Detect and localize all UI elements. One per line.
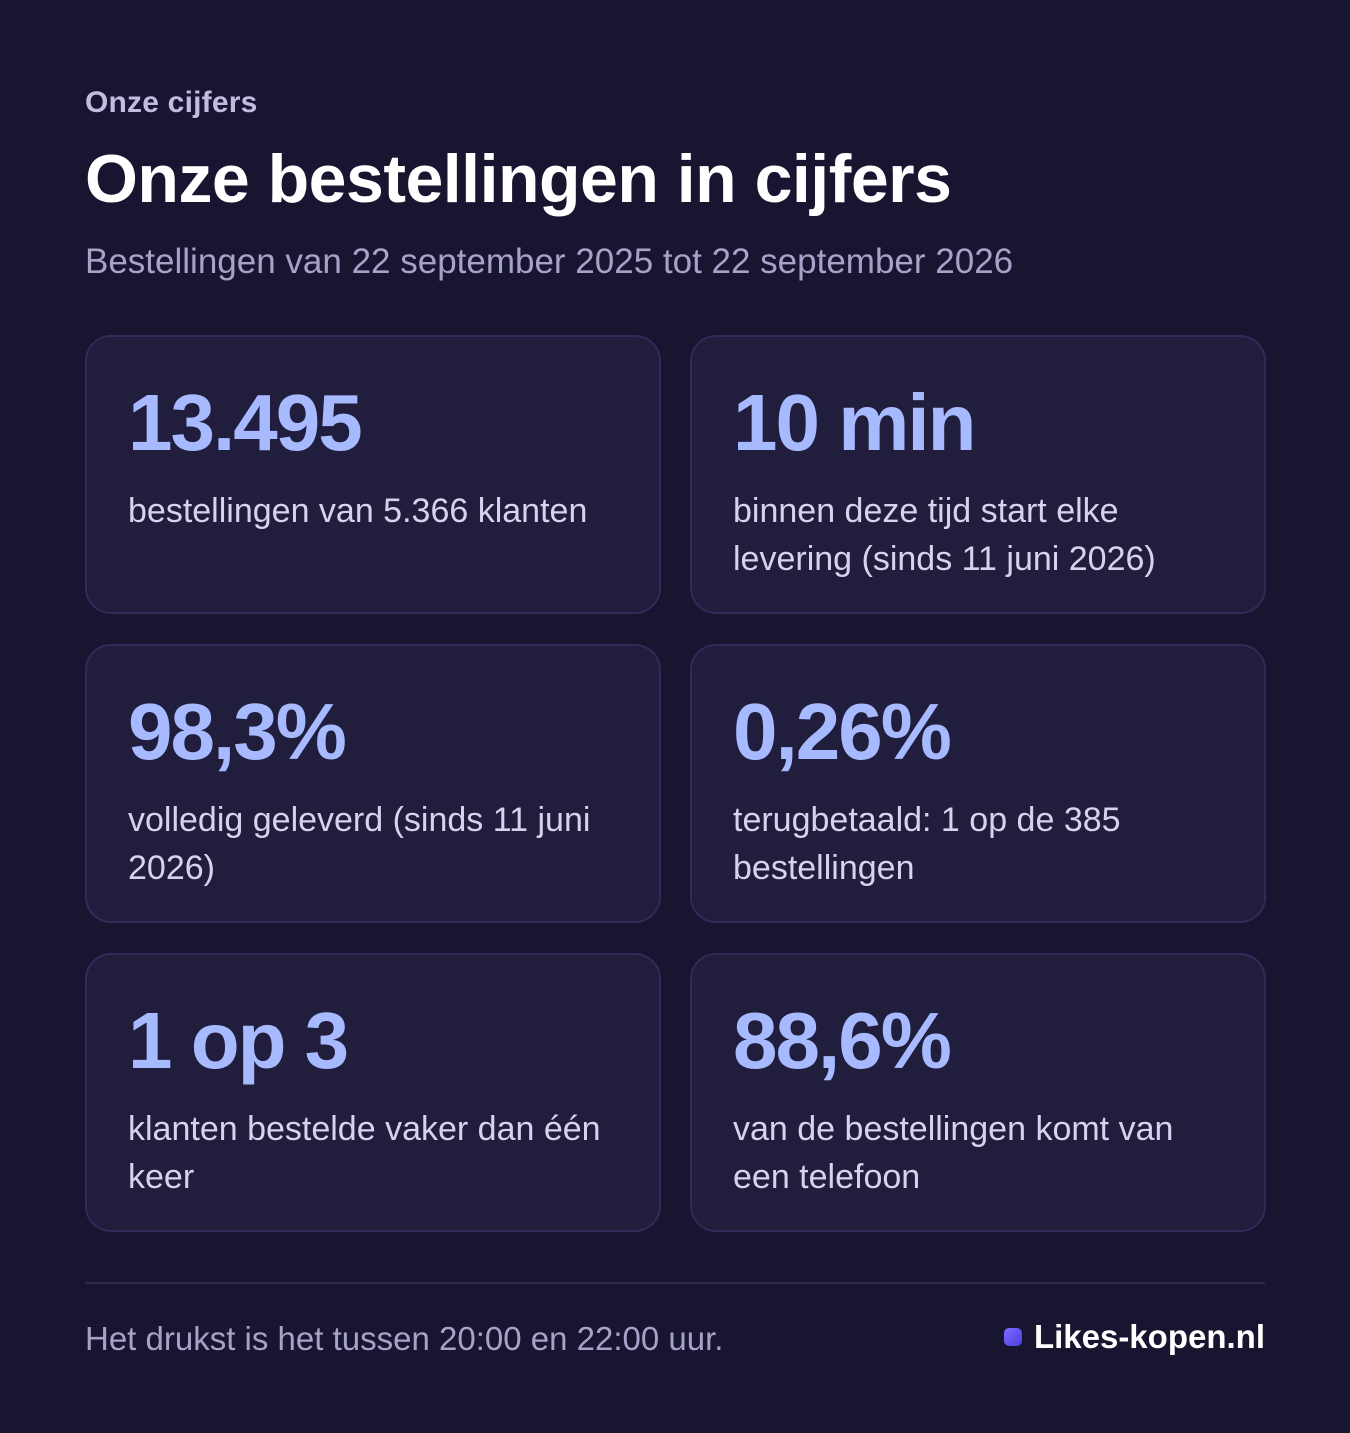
stat-value: 1 op 3 [128,996,349,1085]
eyebrow-label: Onze cijfers [85,86,258,119]
footer-note: Het drukst is het tussen 20:00 en 22:00 … [85,1320,724,1357]
stat-description: bestellingen van 5.366 klanten [128,492,588,530]
brand-link[interactable]: Likes-kopen.nl [1003,1318,1265,1356]
stat-description: volledig geleverd (sinds 11 juni 2026) [128,801,591,887]
stat-card-refunded: 0,26% terugbetaald: 1 op de 385 bestelli… [690,644,1266,923]
stat-description: binnen deze tijd start elke levering (si… [733,492,1156,578]
page-subtitle: Bestellingen van 22 september 2025 tot 2… [85,242,1014,281]
stat-value: 98,3% [128,687,347,776]
stats-grid: 13.495 bestellingen van 5.366 klanten 10… [85,335,1266,1232]
stat-value: 13.495 [128,378,363,467]
stat-card-mobile: 88,6% van de bestellingen komt van een t… [690,953,1266,1232]
stat-description: van de bestellingen komt van een telefoo… [733,1110,1174,1196]
page-title: Onze bestellingen in cijfers [85,141,952,217]
stat-value: 88,6% [733,996,952,1085]
stats-page: Onze cijfers Onze bestellingen in cijfer… [85,0,1266,1433]
stat-description: terugbetaald: 1 op de 385 bestellingen [733,801,1121,887]
stat-value: 10 min [733,378,976,467]
stat-card-orders: 13.495 bestellingen van 5.366 klanten [85,335,661,614]
stat-description: klanten bestelde vaker dan één keer [128,1110,601,1196]
stat-card-start-time: 10 min binnen deze tijd start elke lever… [690,335,1266,614]
brand-name: Likes-kopen.nl [1033,1318,1265,1355]
stat-value: 0,26% [733,687,952,776]
stat-card-repeat-customers: 1 op 3 klanten bestelde vaker dan één ke… [85,953,661,1232]
stat-card-delivered: 98,3% volledig geleverd (sinds 11 juni 2… [85,644,661,923]
square-dot-icon [1003,1328,1022,1346]
footer-divider [85,1282,1265,1284]
